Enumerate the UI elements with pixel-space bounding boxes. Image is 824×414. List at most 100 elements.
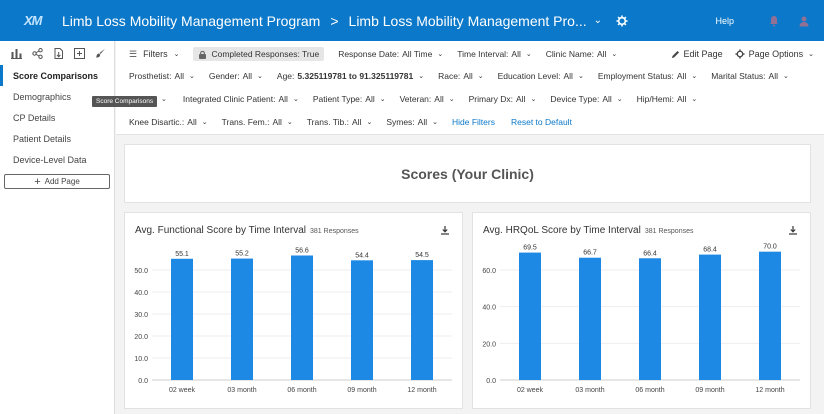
lock-icon (199, 50, 207, 59)
filter-race[interactable]: Race: All ⌄ (438, 71, 484, 81)
page-options-label: Page Options (748, 49, 804, 59)
filter-knee-disartic[interactable]: Knee Disartic.: All ⌄ (129, 117, 208, 127)
app-title[interactable]: Limb Loss Mobility Management Program (62, 12, 321, 29)
edit-page-label: Edit Page (683, 49, 723, 59)
data-label: 70.0 (763, 244, 777, 251)
completed-chip-label: Completed Responses: True (211, 49, 320, 59)
filter-trans-fem[interactable]: Trans. Fem.: All ⌄ (222, 117, 293, 127)
chevron-down-icon: ⌄ (201, 119, 208, 126)
filter-value: All (596, 49, 607, 59)
filter-response-date[interactable]: Response Date: All Time ⌄ (338, 49, 443, 59)
filter-primary-dx[interactable]: Primary Dx: All ⌄ (469, 94, 537, 104)
x-tick-label: 12 month (755, 387, 784, 394)
filter-patient-type[interactable]: Patient Type: All ⌄ (313, 94, 386, 104)
chevron-down-icon: ⌄ (691, 96, 698, 103)
filter-veteran[interactable]: Veteran: All ⌄ (400, 94, 455, 104)
filter-integrated-clinic-patient[interactable]: Integrated Clinic Patient: All ⌄ (183, 94, 299, 104)
y-tick-label: 20.0 (482, 341, 496, 348)
chevron-down-icon: ⌄ (188, 73, 195, 80)
share-icon[interactable] (31, 47, 44, 60)
y-tick-label: 0.0 (486, 378, 496, 385)
filter-prosthetist[interactable]: Prosthetist: All ⌄ (129, 71, 195, 81)
chevron-down-icon: ⌄ (691, 73, 698, 80)
app-logo[interactable]: XM (24, 13, 43, 28)
filter-device-type[interactable]: Device Type: All ⌄ (550, 94, 622, 104)
bar (291, 255, 313, 380)
filter-label: Response Date: (338, 49, 400, 59)
response-count: 381 Responses (310, 228, 359, 235)
add-page-button[interactable]: + Add Page (4, 174, 110, 189)
x-tick-label: 02 week (169, 387, 196, 394)
page-options-button[interactable]: Page Options ⌄ (734, 49, 814, 59)
card-title-text: Avg. HRQoL Score by Time Interval (483, 225, 641, 236)
data-label: 68.4 (703, 247, 717, 254)
hide-filters-link[interactable]: Hide Filters (452, 117, 495, 127)
filter-value: All (434, 94, 444, 104)
chevron-down-icon: ⌄ (448, 96, 455, 103)
filter-value: All (602, 94, 612, 104)
filter-label: Integrated Clinic Patient: (182, 94, 276, 104)
filter-value: All (272, 117, 282, 127)
data-label: 66.4 (643, 250, 657, 257)
chevron-down-icon: ⌄ (783, 73, 789, 80)
sidebar-item-demographics[interactable]: Demographics (13, 91, 72, 102)
export-icon[interactable] (52, 47, 65, 60)
download-icon[interactable] (788, 225, 798, 235)
filter-trans-tib[interactable]: Trans. Tib.: All ⌄ (307, 117, 373, 127)
brush-icon[interactable] (94, 47, 107, 60)
filter-hip-hemi[interactable]: Hip/Hemi: All ⌄ (637, 94, 698, 104)
data-label: 54.5 (415, 252, 429, 259)
completed-responses-chip[interactable]: Completed Responses: True (193, 47, 325, 61)
reset-to-default-link[interactable]: Reset to Default (510, 117, 572, 127)
filter-label: Race: (438, 71, 461, 81)
page-breadcrumb[interactable]: Limb Loss Mobility Management Pro... (348, 12, 587, 29)
filter-education-level[interactable]: Education Level: All ⌄ (498, 71, 584, 81)
chevron-down-icon[interactable]: ⌄ (593, 15, 603, 26)
filter-icon: ☰ (129, 48, 138, 59)
bar-chart-icon[interactable] (10, 47, 23, 60)
edit-page-button[interactable]: Edit Page (671, 49, 723, 59)
bar (171, 258, 193, 380)
bar (519, 252, 541, 380)
filter-time-interval[interactable]: Time Interval: All ⌄ (457, 49, 532, 59)
filter-symes[interactable]: Symes: All ⌄ (386, 117, 438, 127)
data-label: 55.1 (175, 251, 189, 258)
sidebar-item-device-level-data[interactable]: Device-Level Data (13, 154, 87, 165)
sidebar-item-cp-details[interactable]: CP Details (13, 112, 56, 123)
x-tick-label: 06 month (635, 387, 664, 394)
filter-employment-status[interactable]: Employment Status: All ⌄ (598, 71, 697, 81)
chevron-down-icon: ⌄ (418, 73, 425, 80)
user-avatar-icon[interactable] (798, 15, 810, 27)
filter-gender[interactable]: Gender: All ⌄ (209, 71, 263, 81)
filter-value: All (278, 94, 288, 104)
filter-value: All (676, 94, 687, 104)
filter-age[interactable]: Age: 5.325119781 to 91.325119781 ⌄ (277, 71, 424, 81)
chevron-down-icon: ⌄ (437, 51, 444, 58)
data-label: 56.6 (295, 247, 309, 254)
chevron-down-icon: ⌄ (525, 51, 532, 58)
sidebar-item-score-comparisons[interactable]: Score Comparisons (0, 65, 114, 86)
data-label: 54.4 (355, 252, 369, 259)
filters-button[interactable]: ☰ Filters ⌄ (129, 49, 179, 60)
download-icon[interactable] (440, 225, 450, 235)
filter-marital-status[interactable]: Marital Status: All ⌄ (711, 71, 789, 81)
gear-icon[interactable] (616, 15, 628, 27)
filter-label: Patient Type: (312, 94, 363, 104)
help-link[interactable]: Help (715, 15, 734, 26)
add-widget-icon[interactable] (73, 47, 86, 60)
filter-value: All (511, 49, 521, 59)
notification-icon[interactable] (768, 15, 780, 27)
y-tick-label: 40.0 (134, 290, 148, 297)
filter-row-2: Prosthetist: All ⌄ Gender: All ⌄ Age: 5.32511… (129, 68, 803, 84)
sidebar-item-patient-details[interactable]: Patient Details (13, 133, 72, 144)
filter-clinic-name[interactable]: Clinic Name: All ⌄ (546, 49, 618, 59)
chevron-down-icon: ⌄ (577, 73, 584, 80)
x-tick-label: 06 month (287, 387, 316, 394)
filter-label: Trans. Fem.: (221, 117, 270, 127)
response-count: 381 Responses (644, 228, 694, 235)
filter-label: Prosthetist: (129, 71, 172, 81)
filter-label: Education Level: (497, 71, 561, 81)
filter-label: Time Interval: (457, 49, 509, 59)
filter-hidden-dropdown[interactable]: ⌄ (156, 95, 167, 103)
bar (699, 254, 721, 380)
